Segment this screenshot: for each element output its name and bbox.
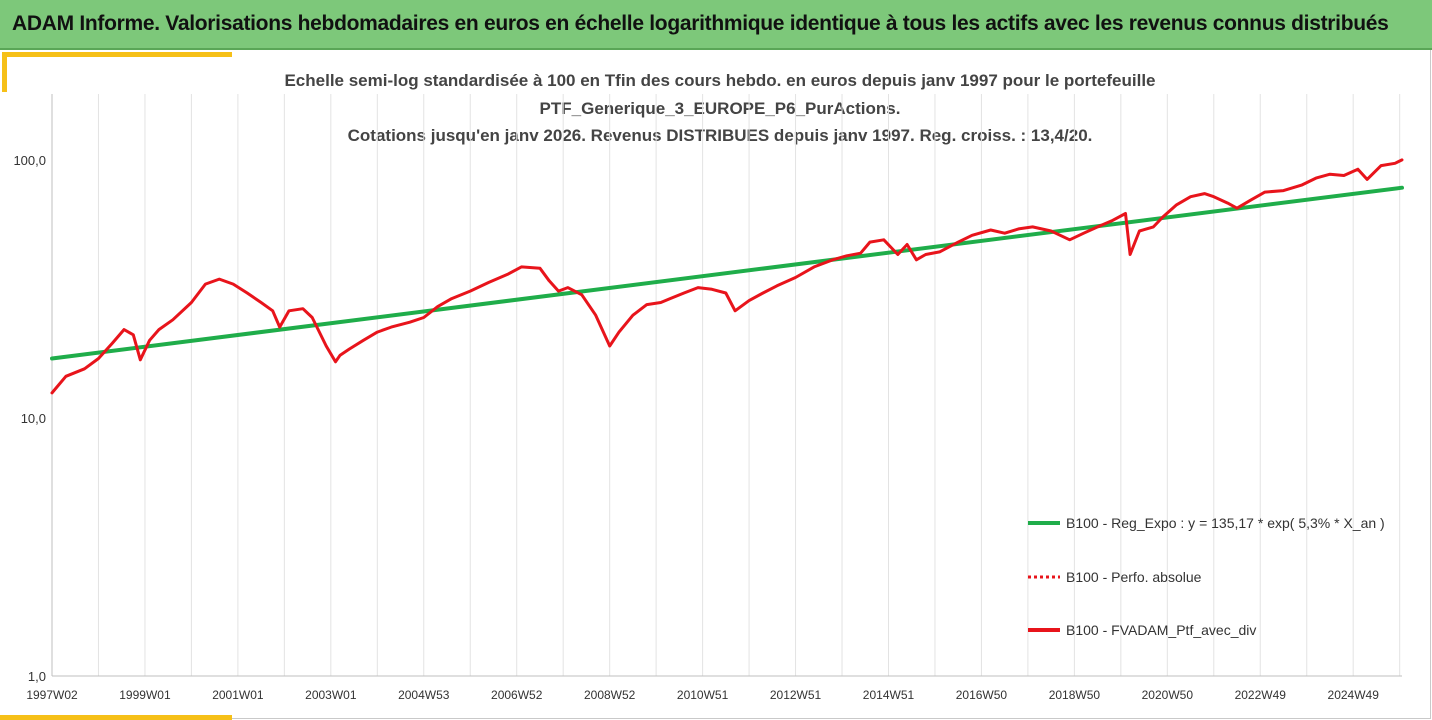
legend: B100 - Reg_Expo : y = 135,17 * exp( 5,3%…	[1028, 515, 1385, 638]
x-tick-label: 2003W01	[305, 688, 357, 702]
legend-label-1: B100 - Perfo. absolue	[1066, 569, 1202, 585]
series-line-0	[50, 185, 1404, 361]
page-title: ADAM Informe. Valorisations hebdomadaire…	[12, 12, 1389, 35]
x-tick-labels: 1997W02 1999W01 2001W01 2003W01 2004W53 2006W…	[26, 688, 1379, 702]
accent-bar-bottom	[0, 715, 232, 720]
x-tick-label: 2020W50	[1142, 688, 1194, 702]
x-tick-label: 2012W51	[770, 688, 822, 702]
y-tick-label: 100,0	[13, 153, 46, 168]
legend-label-2: B100 - FVADAM_Ptf_avec_div	[1066, 622, 1256, 638]
chart-title-line-2: PTF_Generique_3_EUROPE_P6_PurActions.	[539, 99, 901, 118]
y-tick-label: 10,0	[21, 411, 46, 426]
x-tick-label: 2014W51	[863, 688, 915, 702]
y-tick-labels: 1,0 10,0 100,0	[13, 153, 46, 684]
x-tick-label: 2022W49	[1235, 688, 1287, 702]
x-tick-label: 2016W50	[956, 688, 1008, 702]
x-tick-label: 2024W49	[1328, 688, 1380, 702]
chart-frame	[0, 50, 1431, 719]
series-line-2	[50, 158, 1404, 395]
x-tick-label: 1997W02	[26, 688, 78, 702]
accent-bar-left	[2, 52, 7, 92]
grid-lines	[97, 94, 1401, 676]
series-lines	[50, 158, 1404, 395]
x-tick-label: 2004W53	[398, 688, 450, 702]
legend-label-0: B100 - Reg_Expo : y = 135,17 * exp( 5,3%…	[1066, 515, 1385, 531]
x-tick-label: 2006W52	[491, 688, 543, 702]
x-tick-label: 2018W50	[1049, 688, 1101, 702]
x-tick-label: 2008W52	[584, 688, 636, 702]
x-tick-label: 2010W51	[677, 688, 729, 702]
chart-title-line-1: Echelle semi-log standardisée à 100 en T…	[284, 71, 1156, 90]
accent-bar-top	[2, 52, 232, 57]
header-banner: ADAM Informe. Valorisations hebdomadaire…	[0, 0, 1432, 50]
x-tick-label: 1999W01	[119, 688, 171, 702]
y-tick-label: 1,0	[28, 669, 46, 684]
chart-title-line-3: Cotations jusqu'en janv 2026. Revenus DI…	[347, 126, 1093, 145]
x-tick-label: 2001W01	[212, 688, 264, 702]
